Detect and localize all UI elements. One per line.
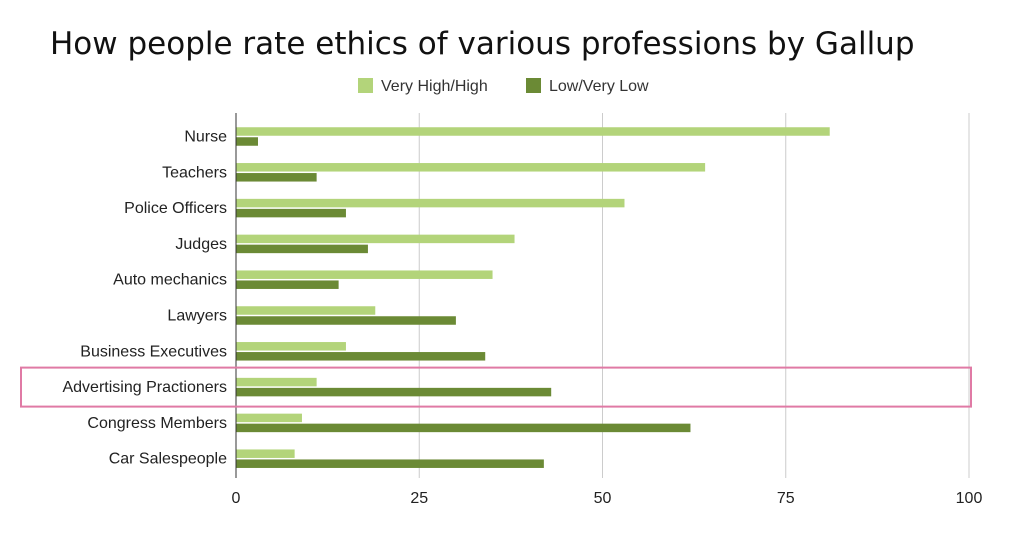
bar-business-executives-very-high-high (236, 342, 346, 351)
x-tick-label-50: 50 (594, 490, 612, 507)
category-label-nurse: Nurse (184, 129, 227, 146)
bar-police-officers-very-high-high (236, 198, 625, 208)
bar-judges-low-very-low (236, 244, 368, 254)
bar-lawyers-low-very-low (236, 316, 456, 325)
bar-lawyers-very-high-high (236, 306, 376, 315)
x-axis-ticks: 0 25 50 75 100 (232, 490, 983, 507)
gridlines (418, 113, 970, 478)
highlight-box (20, 366, 972, 408)
bar-teachers-very-high-high (236, 163, 706, 172)
category-label-lawyers: Lawyers (167, 308, 227, 325)
bar-congress-members-low-very-low (236, 423, 691, 433)
chart-title: How people rate ethics of various profes… (50, 26, 915, 62)
bar-police-officers-low-very-low (236, 208, 346, 218)
bar-congress-members-very-high-high (236, 413, 302, 423)
category-label-business-executives: Business Executives (80, 343, 227, 360)
bar-nurse-very-high-high (236, 127, 830, 136)
bars (236, 127, 830, 468)
category-label-auto-mechanics: Auto mechanics (113, 272, 227, 289)
x-tick-label-25: 25 (410, 490, 428, 507)
bar-teachers-low-very-low (236, 173, 317, 182)
legend: Very High/High Low/Very Low (358, 78, 649, 95)
bar-nurse-low-very-low (236, 137, 258, 146)
legend-swatch-low (526, 78, 541, 93)
x-tick-label-0: 0 (232, 490, 241, 507)
legend-label-very-high: Very High/High (381, 78, 488, 95)
legend-label-low: Low/Very Low (549, 78, 649, 95)
bar-advertising-practioners-low-very-low (236, 387, 552, 397)
x-tick-label-75: 75 (777, 490, 795, 507)
category-label-judges: Judges (175, 236, 227, 253)
category-labels: Nurse Teachers Police Officers Judges Auto m… (62, 129, 227, 468)
category-label-advertising-practioners: Advertising Practioners (62, 379, 227, 396)
bar-auto-mechanics-very-high-high (236, 270, 493, 279)
category-label-teachers: Teachers (162, 164, 227, 181)
bar-auto-mechanics-low-very-low (236, 280, 339, 289)
legend-swatch-very-high (358, 78, 373, 93)
bar-car-salespeople-very-high-high (236, 449, 295, 458)
x-tick-label-100: 100 (956, 490, 983, 507)
bar-car-salespeople-low-very-low (236, 459, 544, 468)
category-label-police-officers: Police Officers (124, 200, 227, 217)
bar-business-executives-low-very-low (236, 352, 486, 361)
bar-judges-very-high-high (236, 234, 515, 244)
category-label-car-salespeople: Car Salespeople (109, 451, 227, 468)
bar-advertising-practioners-very-high-high (236, 377, 317, 387)
category-label-congress-members: Congress Members (87, 415, 227, 432)
